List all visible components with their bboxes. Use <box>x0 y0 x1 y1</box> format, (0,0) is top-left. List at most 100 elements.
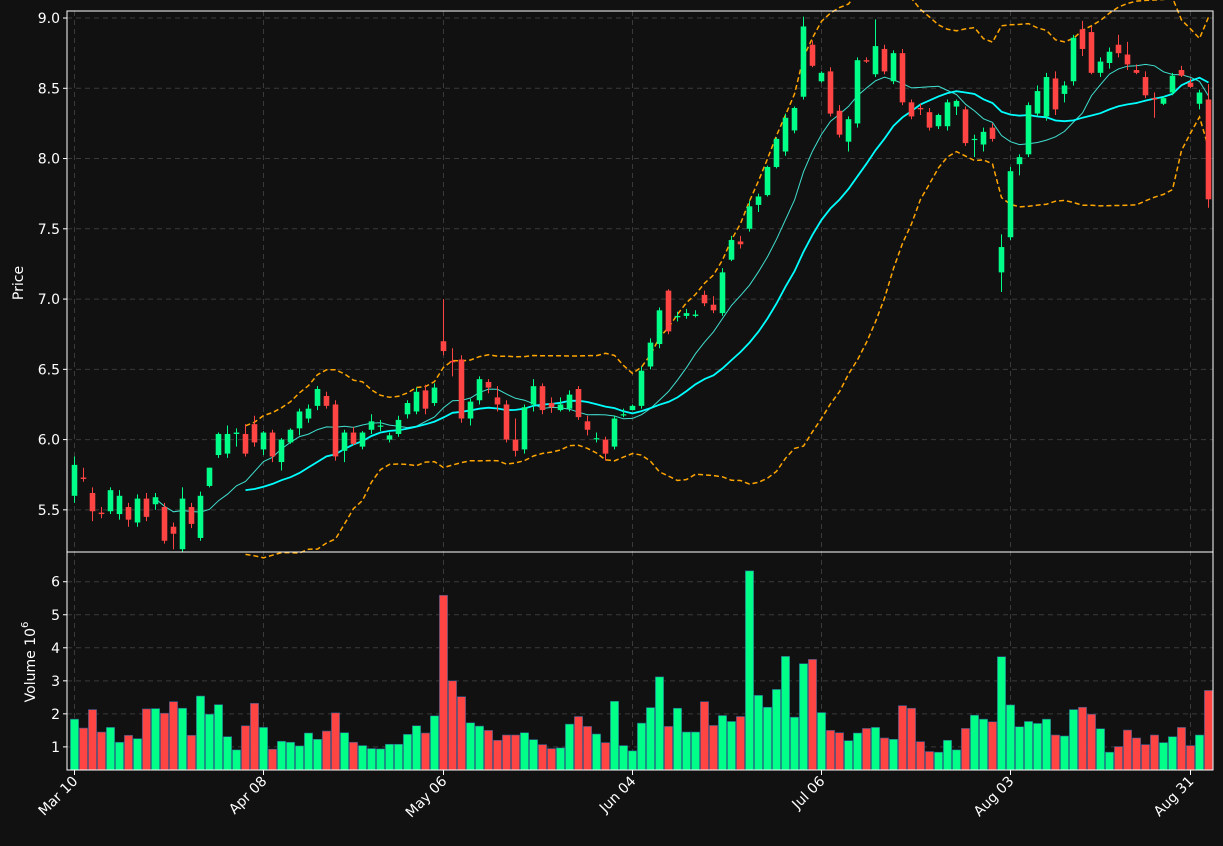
candle-body <box>1034 91 1041 114</box>
candle-body <box>647 342 654 367</box>
candle-body <box>1187 82 1194 87</box>
volume-bar <box>664 726 673 771</box>
volume-bar <box>961 728 970 771</box>
candle-body <box>1106 51 1113 63</box>
volume-bar <box>79 727 88 771</box>
candle-body <box>206 467 213 486</box>
volume-bar <box>1006 704 1015 771</box>
candle-body <box>1016 157 1023 165</box>
volume-bar <box>925 751 934 771</box>
volume-bar <box>1051 734 1060 771</box>
candle-body <box>674 315 681 318</box>
volume-bar <box>1150 734 1159 771</box>
candle-body <box>575 388 582 418</box>
candle-body <box>143 498 150 517</box>
candle-body <box>350 432 357 444</box>
candle-body <box>710 304 717 311</box>
volume-bar <box>331 712 340 771</box>
volume-bar <box>592 733 601 771</box>
grid-lines <box>67 11 1213 770</box>
price-candles <box>71 16 1212 552</box>
candle-body <box>278 439 285 463</box>
volume-bar <box>286 741 295 771</box>
candle-body <box>1115 44 1122 54</box>
volume-bar <box>205 713 214 771</box>
volume-bar <box>1204 690 1213 771</box>
candle-body <box>467 401 474 419</box>
bollinger-upper-line <box>245 0 1210 427</box>
volume-bar <box>682 731 691 771</box>
candle-body <box>98 512 105 515</box>
price-tick-label: 7.0 <box>38 292 60 308</box>
candle-body <box>170 526 177 534</box>
candle-body <box>746 206 753 229</box>
volume-bar <box>736 716 745 771</box>
candle-body <box>548 403 555 408</box>
candle-body <box>440 341 447 352</box>
volume-panel-frame <box>66 551 1214 771</box>
candle-body <box>260 432 267 450</box>
candle-body <box>629 405 636 411</box>
candle-body <box>557 404 564 411</box>
volume-bar <box>997 656 1006 771</box>
volume-bar <box>367 748 376 771</box>
candle-body <box>845 119 852 142</box>
candle-body <box>953 100 960 107</box>
candle-body <box>818 72 825 82</box>
candle-body <box>1079 29 1086 49</box>
volume-bar <box>610 700 619 771</box>
volume-bar <box>844 740 853 771</box>
volume-tick-label: 6 <box>51 575 60 591</box>
volume-bar <box>1186 745 1195 771</box>
candle-body <box>863 60 870 62</box>
candle-body <box>314 388 321 406</box>
candle-body <box>755 196 762 205</box>
candle-body <box>1061 85 1068 94</box>
volume-bar <box>583 726 592 771</box>
price-tick-label: 7.5 <box>38 222 60 238</box>
volume-tick-label: 4 <box>51 641 60 657</box>
volume-bar <box>970 714 979 771</box>
candle-body <box>1160 98 1167 104</box>
volume-bar <box>313 738 322 771</box>
candle-body <box>692 314 699 316</box>
volume-bar <box>637 722 646 771</box>
volume-bar <box>880 737 889 771</box>
volume-bar <box>349 741 358 771</box>
candle-body <box>386 435 393 440</box>
price-tick-label: 8.5 <box>38 81 60 97</box>
volume-bar <box>115 741 124 771</box>
volume-bar <box>394 743 403 771</box>
volume-bar <box>1024 721 1033 771</box>
volume-bar <box>655 676 664 771</box>
candle-body <box>287 429 294 443</box>
bollinger-bands <box>245 0 1210 559</box>
candle-body <box>638 370 645 406</box>
volume-bar <box>133 738 142 771</box>
volume-bar <box>88 709 97 771</box>
candle-body <box>1070 37 1077 82</box>
candle-body <box>377 425 384 427</box>
volume-bar <box>835 732 844 771</box>
candle-body <box>1124 54 1131 65</box>
candle-body <box>593 438 600 440</box>
candle-body <box>269 432 276 457</box>
volume-bar <box>790 716 799 771</box>
volume-bar <box>1078 706 1087 771</box>
candle-body <box>917 107 924 110</box>
candle-body <box>602 439 609 454</box>
candle-body <box>359 432 366 447</box>
volume-axis-exponent-base: 10 <box>23 628 39 646</box>
volume-bar <box>1141 744 1150 771</box>
candle-body <box>368 421 375 430</box>
candle-body <box>701 294 708 304</box>
volume-bar <box>646 707 655 771</box>
volume-bar <box>772 689 781 771</box>
volume-bars <box>70 570 1213 771</box>
candle-body <box>584 421 591 430</box>
candle-body <box>854 60 861 124</box>
volume-bar <box>673 707 682 771</box>
volume-bar <box>385 743 394 771</box>
volume-bar <box>556 747 565 771</box>
price-tick-label: 6.0 <box>38 433 60 449</box>
